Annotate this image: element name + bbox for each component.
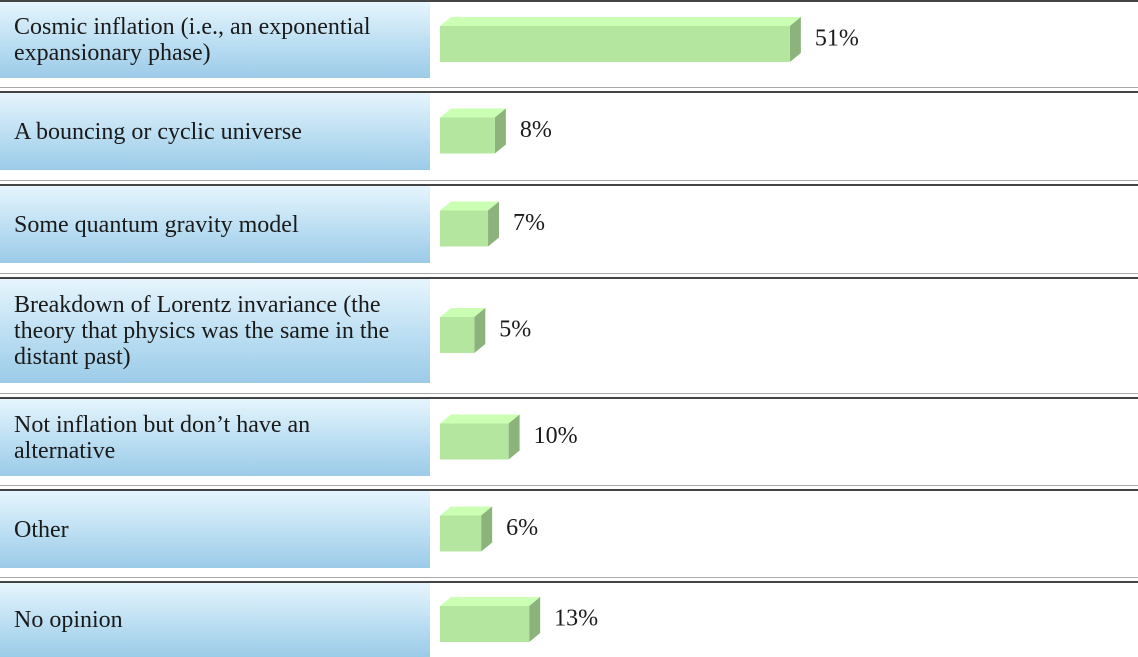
value-label: 13% [554, 606, 598, 632]
bar-top [440, 108, 506, 118]
bar-top [440, 506, 493, 516]
separator [0, 180, 1138, 181]
separator [0, 489, 1138, 491]
separator [0, 0, 1138, 2]
category-label: Some quantum gravity model [0, 186, 430, 263]
bar [440, 423, 509, 460]
category-label: Not inflation but don’t have an alternat… [0, 399, 430, 476]
bar-side [789, 17, 801, 62]
bar [440, 26, 790, 62]
separator [0, 277, 1138, 279]
bar [440, 117, 495, 154]
bar-top [440, 308, 486, 317]
separator [0, 397, 1138, 399]
bar [440, 210, 489, 247]
separator [0, 273, 1138, 274]
bar-top [440, 17, 801, 26]
value-label: 51% [815, 26, 859, 52]
category-label: A bouncing or cyclic universe [0, 93, 430, 170]
category-label: Cosmic inflation (i.e., an exponential e… [0, 2, 430, 78]
separator [0, 87, 1138, 88]
category-label: No opinion [0, 583, 430, 657]
bar [440, 515, 482, 552]
bar-side [481, 506, 493, 552]
bar-side [488, 201, 500, 247]
value-label: 8% [520, 117, 552, 143]
value-label: 5% [499, 317, 531, 343]
separator [0, 393, 1138, 394]
bar-side [529, 597, 541, 642]
value-label: 7% [513, 210, 545, 236]
separator [0, 577, 1138, 578]
bar [440, 317, 475, 353]
bar [440, 606, 530, 642]
separator [0, 485, 1138, 486]
separator [0, 581, 1138, 583]
bar-side [474, 308, 486, 353]
separator [0, 184, 1138, 186]
bar-top [440, 597, 541, 606]
bar-side [494, 108, 506, 154]
category-label: Breakdown of Lorentz invariance (the the… [0, 279, 430, 383]
value-label: 6% [506, 515, 538, 541]
bar-top [440, 201, 500, 211]
separator [0, 91, 1138, 93]
bar-side [508, 414, 520, 460]
value-label: 10% [534, 423, 578, 449]
bar-top [440, 414, 520, 424]
category-label: Other [0, 491, 430, 568]
